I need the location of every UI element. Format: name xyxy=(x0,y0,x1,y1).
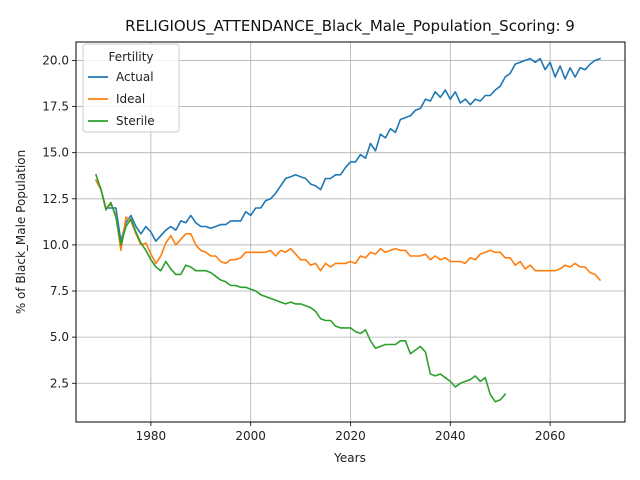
x-axis: 1980 2000 2020 2040 2060 xyxy=(136,422,566,443)
legend-label-actual: Actual xyxy=(116,70,154,84)
legend-label-ideal: Ideal xyxy=(116,92,145,106)
series-line-actual xyxy=(94,57,602,242)
legend-title: Fertility xyxy=(108,50,153,64)
legend-label-sterile: Sterile xyxy=(116,114,155,128)
legend: Fertility Actual Ideal Sterile xyxy=(82,43,180,133)
x-tick-label: 1980 xyxy=(136,429,167,443)
y-axis-label: % of Black_Male Population xyxy=(14,150,28,314)
x-tick-label: 2000 xyxy=(235,429,266,443)
y-tick-label: 17.5 xyxy=(42,100,69,114)
y-axis: 2.5 5.0 7.5 10.0 12.5 15.0 17.5 20.0 xyxy=(42,53,76,390)
y-tick-label: 15.0 xyxy=(42,146,69,160)
series-line-ideal xyxy=(94,179,602,282)
y-tick-label: 7.5 xyxy=(50,284,69,298)
x-axis-label: Years xyxy=(333,451,366,465)
x-tick-label: 2020 xyxy=(335,429,366,443)
y-tick-label: 10.0 xyxy=(42,238,69,252)
chart-title: RELIGIOUS_ATTENDANCE_Black_Male_Populati… xyxy=(125,17,575,36)
legend-entries: Actual Ideal Sterile xyxy=(88,70,155,128)
legend-box xyxy=(82,43,180,133)
x-tick-label: 2060 xyxy=(535,429,566,443)
series-line-sterile xyxy=(94,173,507,403)
series-lines xyxy=(94,57,602,403)
x-tick-label: 2040 xyxy=(435,429,466,443)
y-tick-label: 2.5 xyxy=(50,376,69,390)
y-tick-label: 12.5 xyxy=(42,192,69,206)
y-tick-label: 5.0 xyxy=(50,330,69,344)
y-tick-label: 20.0 xyxy=(42,53,69,67)
